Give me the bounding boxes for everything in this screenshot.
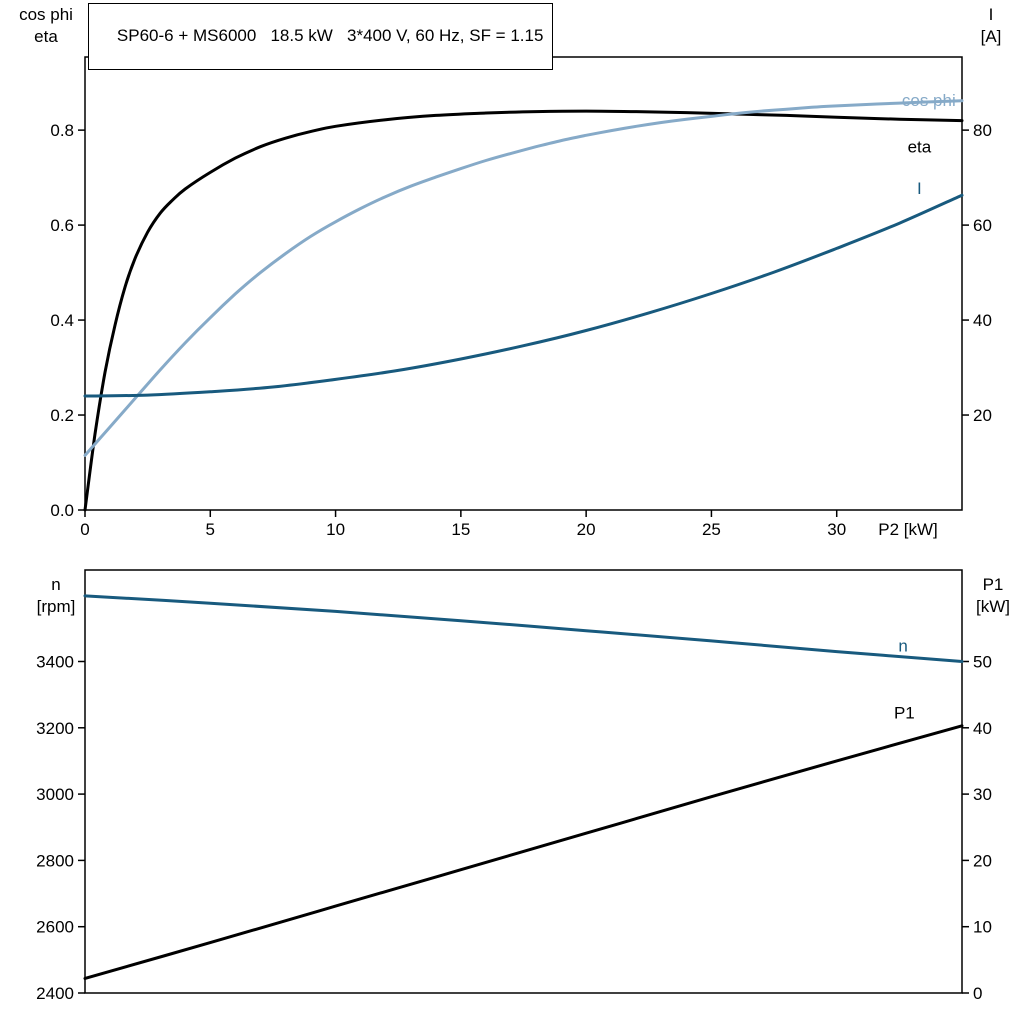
cos-phi-curve [83, 99, 964, 457]
left-tick-label: 0.6 [50, 216, 74, 235]
left-tick-label: 0.0 [50, 501, 74, 520]
right-tick-label: 20 [973, 406, 992, 425]
I-curve [83, 193, 964, 398]
left-axis-title: cos phi [19, 5, 73, 24]
x-tick-label: 30 [827, 520, 846, 539]
title-box: SP60-6 + MS6000 18.5 kW 3*400 V, 60 Hz, … [88, 3, 554, 70]
n-curve-label: n [898, 636, 907, 655]
right-axis-title: [kW] [976, 597, 1010, 616]
P1-curve [83, 724, 964, 980]
left-tick-label: 2400 [36, 984, 74, 1003]
left-axis-title: [rpm] [37, 597, 76, 616]
left-tick-label: 2800 [36, 851, 74, 870]
P1-curve-label: P1 [894, 704, 915, 723]
x-tick-label: 15 [451, 520, 470, 539]
right-tick-label: 60 [973, 216, 992, 235]
left-tick-label: 0.2 [50, 406, 74, 425]
x-tick-label: 25 [702, 520, 721, 539]
left-tick-label: 3400 [36, 652, 74, 671]
right-tick-label: 10 [973, 918, 992, 937]
title-text: SP60-6 + MS6000 18.5 kW 3*400 V, 60 Hz, … [116, 26, 544, 45]
eta-curve-label: eta [908, 137, 932, 156]
left-axis-title: n [51, 575, 60, 594]
right-tick-label: 20 [973, 851, 992, 870]
right-tick-label: 40 [973, 311, 992, 330]
left-axis-title: eta [34, 27, 58, 46]
x-tick-label: 20 [577, 520, 596, 539]
right-axis-title: P1 [983, 575, 1004, 594]
right-tick-label: 50 [973, 652, 992, 671]
right-axis-title: [A] [981, 27, 1002, 46]
plot-frame [84, 56, 963, 511]
top-chart: 0.0 0.2 0.4 0.6 0.8 20 40 60 80 0 5 10 15 20 25 30 P2 [k… [19, 5, 1001, 539]
n-curve [83, 594, 964, 663]
cos-phi-curve-label: cos phi [902, 91, 956, 110]
right-tick-label: 80 [973, 121, 992, 140]
x-tick-label: 0 [80, 520, 89, 539]
bottom-chart: 2400 2600 2800 3000 3200 3400 0 10 20 30 40 50 n [rpm… [36, 569, 1010, 1003]
right-tick-label: 30 [973, 785, 992, 804]
left-tick-label: 0.8 [50, 121, 74, 140]
left-tick-label: 0.4 [50, 311, 74, 330]
I-curve-label: I [917, 179, 922, 198]
eta-curve [83, 109, 964, 512]
left-tick-label: 2600 [36, 918, 74, 937]
left-tick-label: 3000 [36, 785, 74, 804]
x-tick-label: 5 [206, 520, 215, 539]
right-tick-label: 40 [973, 719, 992, 738]
x-axis-title: P2 [kW] [878, 520, 938, 539]
plot-frame [84, 569, 963, 994]
left-tick-label: 3200 [36, 719, 74, 738]
right-axis-title: I [989, 5, 994, 24]
x-tick-label: 10 [326, 520, 345, 539]
right-tick-label: 0 [973, 984, 982, 1003]
